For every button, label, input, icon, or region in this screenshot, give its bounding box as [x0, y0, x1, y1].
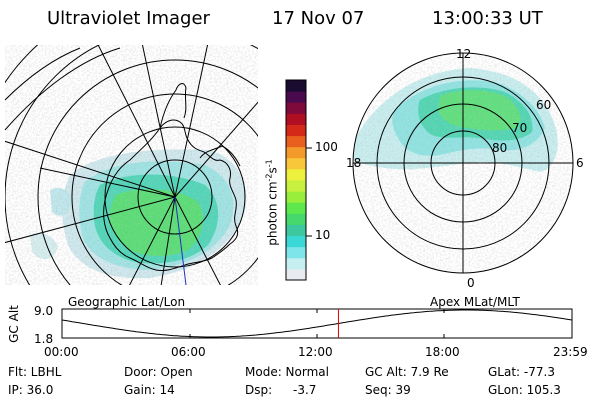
colorbar	[286, 80, 306, 281]
altitude-plot	[61, 308, 573, 339]
mlt-label-18: 18	[346, 156, 362, 170]
mlt-label-0: 0	[467, 276, 475, 290]
geo-meridians	[5, 45, 258, 285]
altitude-frame	[61, 308, 573, 339]
mlat-label-70: 70	[512, 121, 528, 135]
colorbar-cell	[286, 246, 306, 259]
status-gc-alt: GC Alt: 7.9 Re	[365, 365, 449, 379]
altitude-ticks	[62, 308, 445, 339]
colorbar-cell	[286, 146, 306, 159]
geo-ice-shelf	[159, 83, 241, 167]
mlat-label-80: 80	[492, 141, 508, 155]
colorbar-cell	[286, 91, 306, 103]
time-tick-1800: 18:00	[425, 345, 460, 359]
time-tick-2359: 23:59	[553, 345, 588, 359]
colorbar-cell	[286, 213, 306, 225]
colorbar-cell	[286, 113, 306, 125]
polar-panel-caption: Apex MLat/MLT	[430, 295, 520, 309]
colorbar-cell	[286, 80, 306, 92]
colorbar-cell	[286, 224, 306, 237]
altitude-y-top: 9.0	[34, 304, 54, 318]
status-dsp-value: -3.7	[293, 383, 317, 397]
status-glon: GLon: 105.3	[488, 383, 561, 397]
time-label: 13:00:33 UT	[432, 8, 543, 29]
altitude-y-bottom: 1.8	[34, 332, 54, 346]
polar-mlt-axes	[353, 53, 573, 273]
altitude-curve	[62, 309, 572, 338]
geographic-map	[5, 45, 258, 285]
time-tick-1200: 12:00	[298, 345, 333, 359]
status-glat: GLat: -77.3	[488, 365, 555, 379]
colorbar-cell	[286, 235, 306, 248]
status-filter: Flt: LBHL	[8, 365, 62, 379]
status-seq: Seq: 39	[365, 383, 411, 397]
altitude-axis-label: GC Alt	[7, 305, 21, 343]
colorbar-cell	[286, 191, 306, 203]
colorbar-frame	[285, 79, 307, 281]
time-tick-0600: 06:00	[171, 345, 206, 359]
colorbar-cell	[286, 202, 306, 214]
colorbar-cell	[286, 180, 306, 192]
mlt-label-6: 6	[576, 156, 584, 170]
colorbar-cell	[286, 168, 306, 181]
geo-panel-caption: Geographic Lat/Lon	[68, 295, 186, 309]
geo-latitude-circles	[5, 45, 258, 285]
colorbar-cell	[286, 102, 306, 114]
status-ip: IP: 36.0	[8, 383, 54, 397]
colorbar-cell	[286, 124, 306, 137]
instrument-title: Ultraviolet Imager	[47, 8, 210, 29]
colorbar-label-100: 100	[315, 140, 338, 154]
colorbar-unit-label: photon cm-2s-1	[264, 159, 280, 246]
geo-coastline	[103, 119, 239, 271]
colorbar-cell	[286, 135, 306, 148]
colorbar-cell	[286, 268, 306, 281]
date-label: 17 Nov 07	[272, 8, 365, 29]
colorbar-cell	[286, 257, 306, 270]
mlt-label-12: 12	[456, 47, 472, 61]
polar-aurora-emission	[353, 53, 573, 273]
mlat-label-60: 60	[536, 98, 552, 112]
status-dsp-label: Dsp:	[245, 383, 273, 397]
status-mode: Mode: Normal	[245, 365, 329, 379]
geo-aurora-emission	[5, 45, 258, 285]
geo-satellite-track	[174, 196, 187, 285]
status-door: Door: Open	[124, 365, 193, 379]
colorbar-cell	[286, 157, 306, 170]
status-gain: Gain: 14	[124, 383, 175, 397]
colorbar-label-10: 10	[315, 228, 331, 242]
geo-outer-arcs	[4, 47, 121, 131]
time-tick-0000: 00:00	[44, 345, 79, 359]
polar-mlat-mlt	[352, 52, 574, 274]
